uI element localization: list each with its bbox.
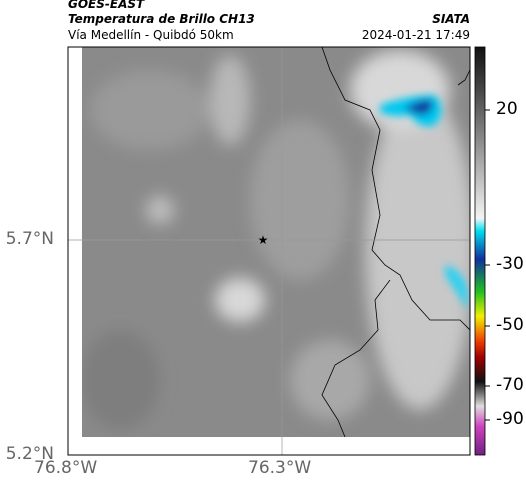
- lon-tick-label: 76.8°W: [34, 458, 98, 478]
- timestamp: 2024-01-21 17:49: [361, 28, 470, 42]
- colorbar-tick-label: -90: [496, 409, 524, 429]
- colorbar-tick-label: -30: [496, 254, 524, 274]
- lat-tick-label: 5.7°N: [5, 229, 54, 249]
- svg-text:★: ★: [258, 233, 269, 247]
- colorbar-tick-label: -50: [496, 315, 524, 335]
- colorbar-tick-label: -70: [496, 375, 524, 395]
- lon-tick-label: 76.3°W: [248, 458, 312, 478]
- lat-tick-label: 5.2°N: [5, 444, 54, 464]
- subtitle: Vía Medellín - Quibdó 50km: [68, 28, 234, 42]
- agency: SIATA: [432, 12, 470, 26]
- title: Temperatura de Brillo CH13: [68, 12, 255, 26]
- colorbar-tick-label: 20: [496, 99, 518, 119]
- source: GOES-EAST: [68, 0, 145, 11]
